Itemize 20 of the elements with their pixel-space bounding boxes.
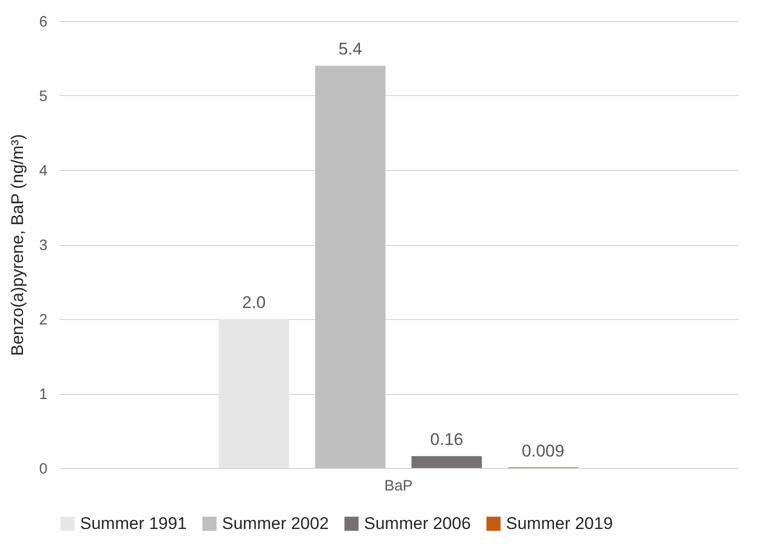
data-label: 0.009	[522, 441, 564, 460]
data-label: 0.16	[430, 430, 464, 450]
data-label: 5.4	[338, 40, 362, 59]
legend-label: Summer 2019	[506, 514, 613, 533]
y-tick-label: 6	[39, 14, 48, 30]
legend-label: Summer 2002	[222, 514, 329, 533]
y-tick-label: 0	[39, 460, 48, 478]
y-tick-label: 1	[39, 386, 48, 403]
legend-label: Summer 2006	[364, 514, 471, 533]
y-axis-title: Benzo(a)pyrene, BaP (ng/m³)	[8, 134, 28, 356]
bar	[218, 319, 290, 468]
bar	[412, 456, 482, 468]
y-tick-label: 3	[39, 237, 48, 254]
data-label: 2.0	[242, 293, 266, 312]
legend-label: Summer 1991	[80, 514, 187, 533]
bar	[315, 66, 386, 468]
y-tick-label: 4	[39, 162, 48, 180]
y-tick-label: 5	[39, 88, 48, 105]
y-tick-label: 2	[39, 312, 48, 328]
x-tick-label: BaP	[384, 478, 413, 494]
